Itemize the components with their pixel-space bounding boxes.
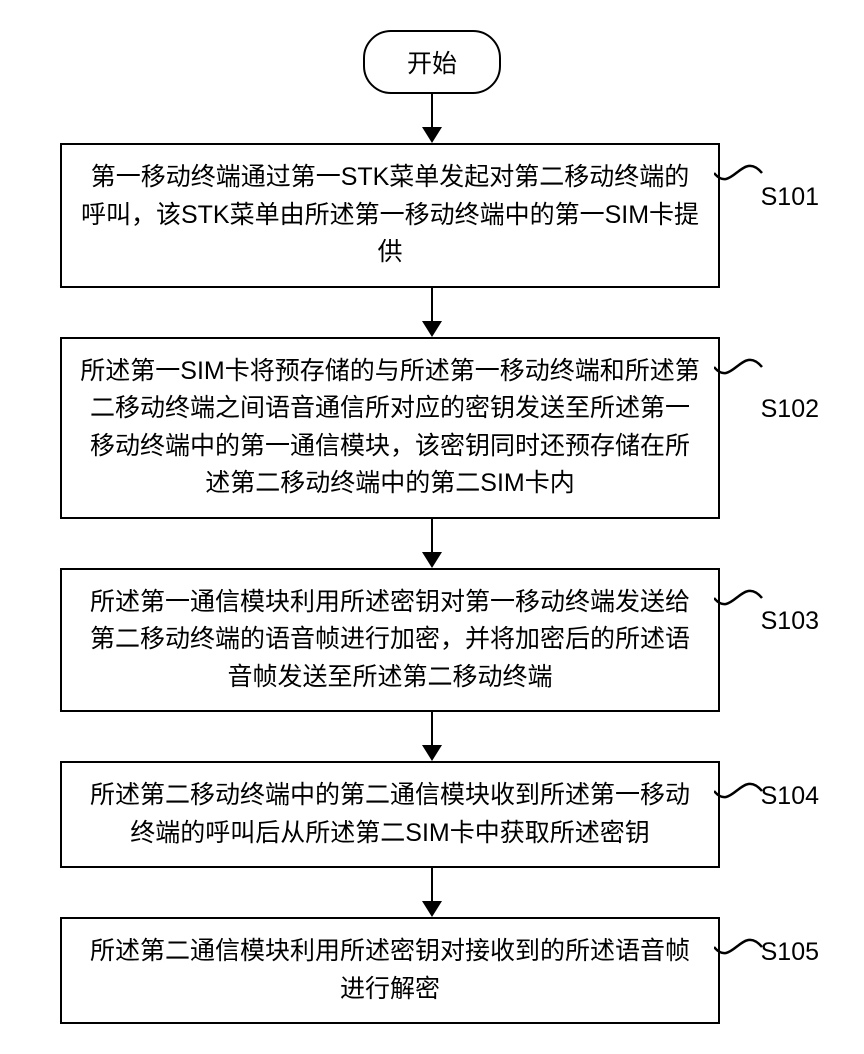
step-label-s103: S103: [753, 607, 824, 636]
connector-line: [431, 288, 434, 322]
step-box-s105: 所述第二通信模块利用所述密钥对接收到的所述语音帧进行解密: [60, 917, 720, 1024]
step-row: 所述第二通信模块利用所述密钥对接收到的所述语音帧进行解密 S105: [40, 917, 824, 1024]
step-box-s101: 第一移动终端通过第一STK菜单发起对第二移动终端的呼叫，该STK菜单由所述第一移…: [60, 143, 720, 288]
step-box-s104: 所述第二移动终端中的第二通信模块收到所述第一移动终端的呼叫后从所述第二SIM卡中…: [60, 761, 720, 868]
step-label-s105: S105: [753, 938, 824, 967]
step-text: 第一移动终端通过第一STK菜单发起对第二移动终端的呼叫，该STK菜单由所述第一移…: [81, 163, 699, 266]
connector-line: [431, 519, 434, 553]
step-row: 第一移动终端通过第一STK菜单发起对第二移动终端的呼叫，该STK菜单由所述第一移…: [40, 143, 824, 288]
step-label-s104: S104: [753, 782, 824, 811]
step-text: 所述第二移动终端中的第二通信模块收到所述第一移动终端的呼叫后从所述第二SIM卡中…: [90, 781, 690, 847]
connector: [422, 519, 442, 568]
start-node: 开始: [363, 30, 501, 94]
connector-line: [431, 94, 434, 128]
step-text: 所述第一SIM卡将预存储的与所述第一移动终端和所述第二移动终端之间语音通信所对应…: [80, 357, 699, 498]
arrowhead-icon: [422, 745, 442, 761]
flowchart-container: 开始 第一移动终端通过第一STK菜单发起对第二移动终端的呼叫，该STK菜单由所述…: [40, 30, 824, 1024]
curve-connector: [720, 337, 753, 397]
connector-line: [431, 712, 434, 746]
step-box-s102: 所述第一SIM卡将预存储的与所述第一移动终端和所述第二移动终端之间语音通信所对应…: [60, 337, 720, 519]
start-label: 开始: [407, 50, 457, 78]
step-label-s102: S102: [753, 395, 824, 424]
connector: [422, 712, 442, 761]
step-box-s103: 所述第一通信模块利用所述密钥对第一移动终端发送给第二移动终端的语音帧进行加密，并…: [60, 568, 720, 713]
curve-connector: [720, 917, 753, 977]
step-label-s101: S101: [753, 183, 824, 212]
step-text: 所述第一通信模块利用所述密钥对第一移动终端发送给第二移动终端的语音帧进行加密，并…: [90, 588, 690, 691]
curve-connector: [720, 143, 753, 203]
step-row: 所述第二移动终端中的第二通信模块收到所述第一移动终端的呼叫后从所述第二SIM卡中…: [40, 761, 824, 868]
curve-connector: [720, 568, 753, 628]
connector: [422, 94, 442, 143]
curve-connector: [720, 761, 753, 821]
arrowhead-icon: [422, 127, 442, 143]
arrowhead-icon: [422, 321, 442, 337]
arrowhead-icon: [422, 552, 442, 568]
connector: [422, 868, 442, 917]
arrowhead-icon: [422, 901, 442, 917]
step-row: 所述第一通信模块利用所述密钥对第一移动终端发送给第二移动终端的语音帧进行加密，并…: [40, 568, 824, 713]
connector-line: [431, 868, 434, 902]
step-text: 所述第二通信模块利用所述密钥对接收到的所述语音帧进行解密: [90, 937, 690, 1003]
step-row: 所述第一SIM卡将预存储的与所述第一移动终端和所述第二移动终端之间语音通信所对应…: [40, 337, 824, 519]
connector: [422, 288, 442, 337]
